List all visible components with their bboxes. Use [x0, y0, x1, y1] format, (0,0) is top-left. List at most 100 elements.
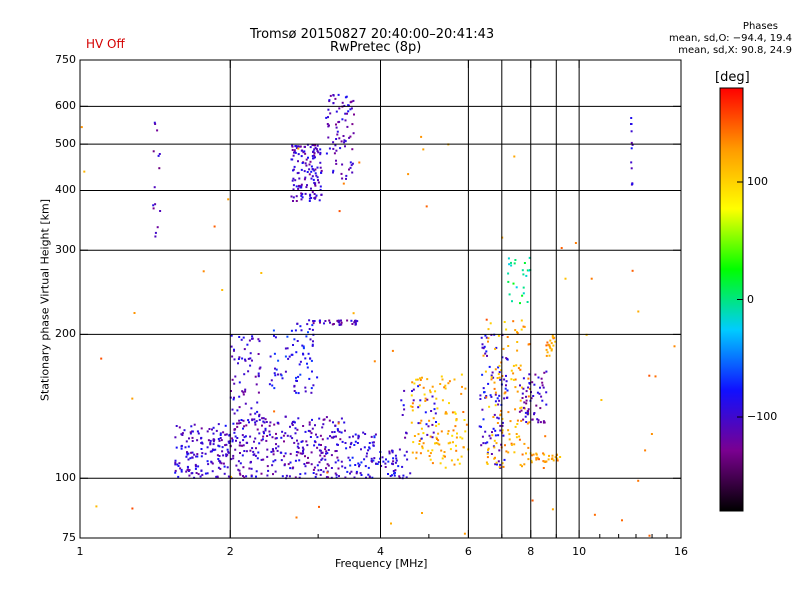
echo-point	[314, 156, 316, 159]
echo-point	[630, 147, 633, 150]
echo-point	[189, 432, 192, 435]
echo-point	[338, 323, 341, 326]
echo-point	[332, 171, 334, 174]
echo-point	[300, 198, 303, 201]
echo-point	[284, 347, 287, 350]
echo-point	[300, 185, 303, 188]
echo-point	[310, 432, 313, 435]
echo-point	[478, 425, 481, 428]
echo-point	[354, 319, 357, 322]
echo-point	[521, 269, 524, 272]
echo-point	[499, 463, 502, 466]
echo-point	[497, 373, 500, 376]
echo-point	[292, 420, 295, 423]
echo-point	[255, 383, 258, 386]
echo-point	[500, 361, 503, 364]
echo-point	[351, 148, 354, 151]
echo-point	[347, 456, 350, 459]
echo-point	[291, 179, 294, 182]
echo-point	[429, 435, 432, 438]
echo-point	[207, 463, 210, 466]
echo-point	[271, 384, 274, 387]
echo-point	[432, 431, 435, 434]
echo-point	[514, 386, 517, 389]
echo-point	[354, 433, 357, 436]
echo-point	[449, 441, 452, 444]
echo-point	[241, 444, 244, 447]
echo-point	[294, 179, 297, 182]
echo-point	[224, 424, 227, 427]
echo-point	[320, 469, 323, 471]
echo-point	[159, 210, 162, 212]
echo-point	[184, 446, 187, 449]
echo-point	[433, 402, 436, 405]
echo-point	[177, 465, 180, 467]
echo-point	[363, 446, 366, 449]
echo-point	[201, 473, 204, 476]
echo-point	[521, 294, 524, 297]
echo-point	[345, 95, 348, 98]
echo-point	[154, 231, 157, 234]
echo-point	[250, 460, 252, 463]
echo-point	[206, 430, 209, 433]
echo-point	[365, 476, 367, 479]
echo-point	[499, 378, 502, 381]
echo-point	[318, 417, 321, 420]
echo-point	[554, 340, 557, 343]
echo-point	[188, 474, 191, 477]
echo-point	[292, 344, 294, 346]
echo-point	[440, 375, 443, 378]
echo-point	[256, 401, 259, 404]
echo-point	[311, 191, 314, 194]
echo-point	[239, 422, 242, 424]
echo-point	[535, 457, 538, 460]
echo-point	[413, 435, 416, 437]
echo-point	[364, 465, 367, 468]
echo-point	[335, 138, 338, 140]
echo-point	[435, 421, 437, 423]
echo-point	[482, 354, 485, 357]
echo-point	[449, 448, 452, 451]
echo-point	[430, 410, 433, 412]
echo-point	[480, 336, 483, 339]
echo-point	[512, 282, 515, 285]
echo-point	[254, 375, 257, 378]
echo-point	[514, 378, 517, 381]
echo-point	[520, 328, 523, 331]
echo-point	[323, 418, 326, 421]
echo-point	[507, 451, 510, 454]
echo-point	[305, 164, 308, 167]
echo-point	[228, 434, 231, 437]
echo-point	[302, 425, 305, 427]
echo-point	[355, 472, 358, 475]
echo-point	[326, 471, 329, 474]
echo-point	[289, 461, 292, 464]
echo-point	[420, 135, 423, 138]
echo-point	[265, 439, 268, 442]
echo-point	[308, 377, 311, 380]
echo-point	[354, 323, 357, 326]
echo-point	[254, 421, 257, 424]
echo-point	[487, 382, 490, 385]
echo-point	[185, 470, 188, 473]
echo-point	[307, 156, 309, 159]
echo-point	[456, 458, 459, 461]
echo-point	[249, 435, 252, 438]
echo-point	[273, 423, 276, 426]
echo-point	[318, 199, 321, 202]
echo-point	[521, 386, 523, 389]
echo-point	[564, 277, 567, 280]
echo-point	[510, 261, 512, 264]
echo-point	[514, 408, 517, 411]
hv-status-text: HV Off	[86, 37, 125, 51]
echo-point	[188, 469, 191, 471]
echo-point	[232, 398, 235, 401]
echo-point	[211, 470, 214, 473]
echo-point	[328, 319, 331, 322]
echo-point	[243, 348, 246, 351]
echo-point	[321, 457, 324, 460]
echo-point	[272, 460, 275, 463]
echo-point	[327, 136, 330, 139]
echo-point	[492, 416, 495, 418]
echo-point	[354, 440, 357, 443]
